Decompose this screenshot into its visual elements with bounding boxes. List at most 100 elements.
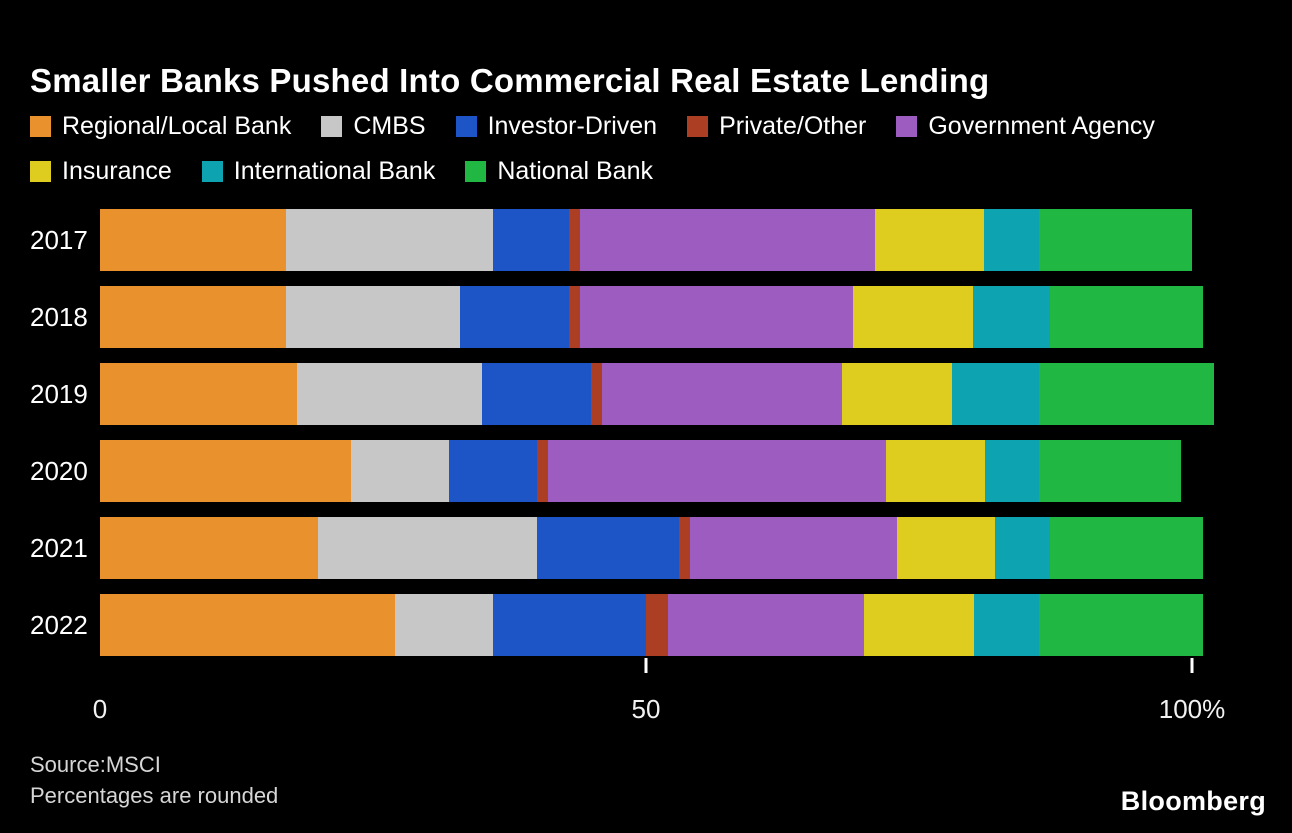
- legend-item-regional-local-bank: Regional/Local Bank: [30, 112, 291, 141]
- legend-item-government-agency: Government Agency: [896, 112, 1155, 141]
- source-note-line: Percentages are rounded: [30, 783, 279, 808]
- segment-investor-driven: [460, 286, 570, 348]
- segment-international-bank: [995, 517, 1051, 579]
- segment-insurance: [897, 517, 996, 579]
- year-label: 2017: [30, 224, 88, 255]
- legend-label: Regional/Local Bank: [62, 112, 292, 140]
- chart-title: Smaller Banks Pushed Into Commercial Rea…: [30, 62, 990, 100]
- segment-private-other: [536, 440, 548, 502]
- segment-private-other: [591, 363, 603, 425]
- legend-swatch-private-other: [687, 116, 709, 137]
- segment-insurance: [864, 594, 974, 656]
- segment-private-other: [645, 594, 668, 656]
- bar-row-2018: 2018: [0, 286, 1292, 348]
- segment-investor-driven: [493, 209, 570, 271]
- segment-regional-local-bank: [100, 363, 297, 425]
- segment-national-bank: [1039, 363, 1214, 425]
- segment-international-bank: [951, 363, 1040, 425]
- segment-regional-local-bank: [100, 594, 395, 656]
- segment-private-other: [678, 517, 690, 579]
- legend-item-national-bank: National Bank: [465, 157, 653, 186]
- segment-regional-local-bank: [100, 440, 352, 502]
- segment-regional-local-bank: [100, 286, 286, 348]
- legend-label: Investor-Driven: [487, 112, 658, 140]
- segment-private-other: [569, 209, 581, 271]
- legend-label: National Bank: [497, 157, 653, 185]
- legend-swatch-government-agency: [896, 116, 918, 137]
- legend-swatch-insurance: [30, 161, 51, 182]
- stacked-bar-2019: [100, 363, 1214, 425]
- segment-government-agency: [580, 286, 854, 348]
- segment-cmbs: [285, 209, 494, 271]
- segment-investor-driven: [536, 517, 679, 579]
- bar-row-2020: 2020: [0, 440, 1292, 502]
- stacked-bar-2021: [100, 517, 1203, 579]
- x-axis: 0 50 100%: [93, 656, 1250, 736]
- year-label: 2019: [30, 378, 88, 409]
- legend-item-cmbs: CMBS: [321, 112, 426, 141]
- segment-private-other: [569, 286, 581, 348]
- segment-investor-driven: [482, 363, 592, 425]
- segment-international-bank: [973, 286, 1050, 348]
- segment-insurance: [875, 209, 985, 271]
- legend-swatch-investor-driven: [455, 116, 477, 137]
- segment-national-bank: [1050, 517, 1203, 579]
- segment-national-bank: [1039, 594, 1203, 656]
- stacked-bar-2018: [100, 286, 1203, 348]
- bloomberg-logo: Bloomberg: [1120, 786, 1266, 816]
- segment-insurance: [842, 363, 952, 425]
- year-label: 2021: [30, 532, 88, 563]
- segment-insurance: [886, 440, 985, 502]
- year-label: 2022: [30, 609, 88, 640]
- legend-item-investor-driven: Investor-Driven: [455, 112, 658, 141]
- source-note: Source:MSCI Percentages are rounded: [30, 749, 278, 811]
- legend-item-international-bank: International Bank: [201, 157, 436, 186]
- legend-label: Government Agency: [928, 112, 1155, 140]
- legend-swatch-cmbs: [321, 116, 343, 137]
- axis-tick-label-0: 0: [92, 694, 108, 724]
- axis-tick-label-50: 50: [631, 694, 661, 724]
- segment-insurance: [853, 286, 974, 348]
- segment-cmbs: [285, 286, 461, 348]
- segment-regional-local-bank: [100, 517, 319, 579]
- stacked-bar-2020: [100, 440, 1182, 502]
- segment-investor-driven: [449, 440, 537, 502]
- stacked-bar-2017: [100, 209, 1192, 271]
- legend-swatch-regional-local-bank: [30, 116, 51, 137]
- segment-investor-driven: [493, 594, 646, 656]
- legend-swatch-international-bank: [201, 161, 223, 182]
- segment-national-bank: [1049, 286, 1203, 348]
- legend: Regional/Local Bank CMBS Investor-Driven Pr…: [30, 112, 1170, 186]
- segment-government-agency: [547, 440, 887, 502]
- legend-item-insurance: Insurance: [30, 157, 172, 186]
- legend-label: Insurance: [62, 157, 172, 185]
- segment-cmbs: [296, 363, 483, 425]
- segment-government-agency: [689, 517, 898, 579]
- segment-regional-local-bank: [100, 209, 286, 271]
- axis-tick-100: [1190, 658, 1194, 673]
- legend-label: CMBS: [353, 112, 426, 140]
- legend-label: International Bank: [233, 157, 436, 185]
- segment-international-bank: [984, 209, 1039, 271]
- axis-tick-50: [644, 658, 648, 673]
- segment-cmbs: [318, 517, 537, 579]
- segment-government-agency: [580, 209, 876, 271]
- bar-row-2019: 2019: [0, 363, 1292, 425]
- axis-tick-label-100: 100%: [1158, 694, 1226, 724]
- stacked-bar-chart: 2017 2018 2019 2020 2021 2022: [0, 209, 1292, 671]
- stacked-bar-2022: [100, 594, 1203, 656]
- segment-cmbs: [394, 594, 494, 656]
- legend-label: Private/Other: [719, 112, 867, 140]
- segment-national-bank: [1039, 440, 1182, 502]
- segment-government-agency: [602, 363, 843, 425]
- bar-row-2017: 2017: [0, 209, 1292, 271]
- segment-national-bank: [1038, 209, 1192, 271]
- legend-swatch-national-bank: [465, 161, 487, 182]
- segment-government-agency: [667, 594, 865, 656]
- legend-item-private-other: Private/Other: [687, 112, 866, 141]
- year-label: 2018: [30, 301, 88, 332]
- bar-row-2021: 2021: [0, 517, 1292, 579]
- year-label: 2020: [30, 455, 88, 486]
- source-line: Source:MSCI: [30, 752, 161, 777]
- segment-international-bank: [984, 440, 1040, 502]
